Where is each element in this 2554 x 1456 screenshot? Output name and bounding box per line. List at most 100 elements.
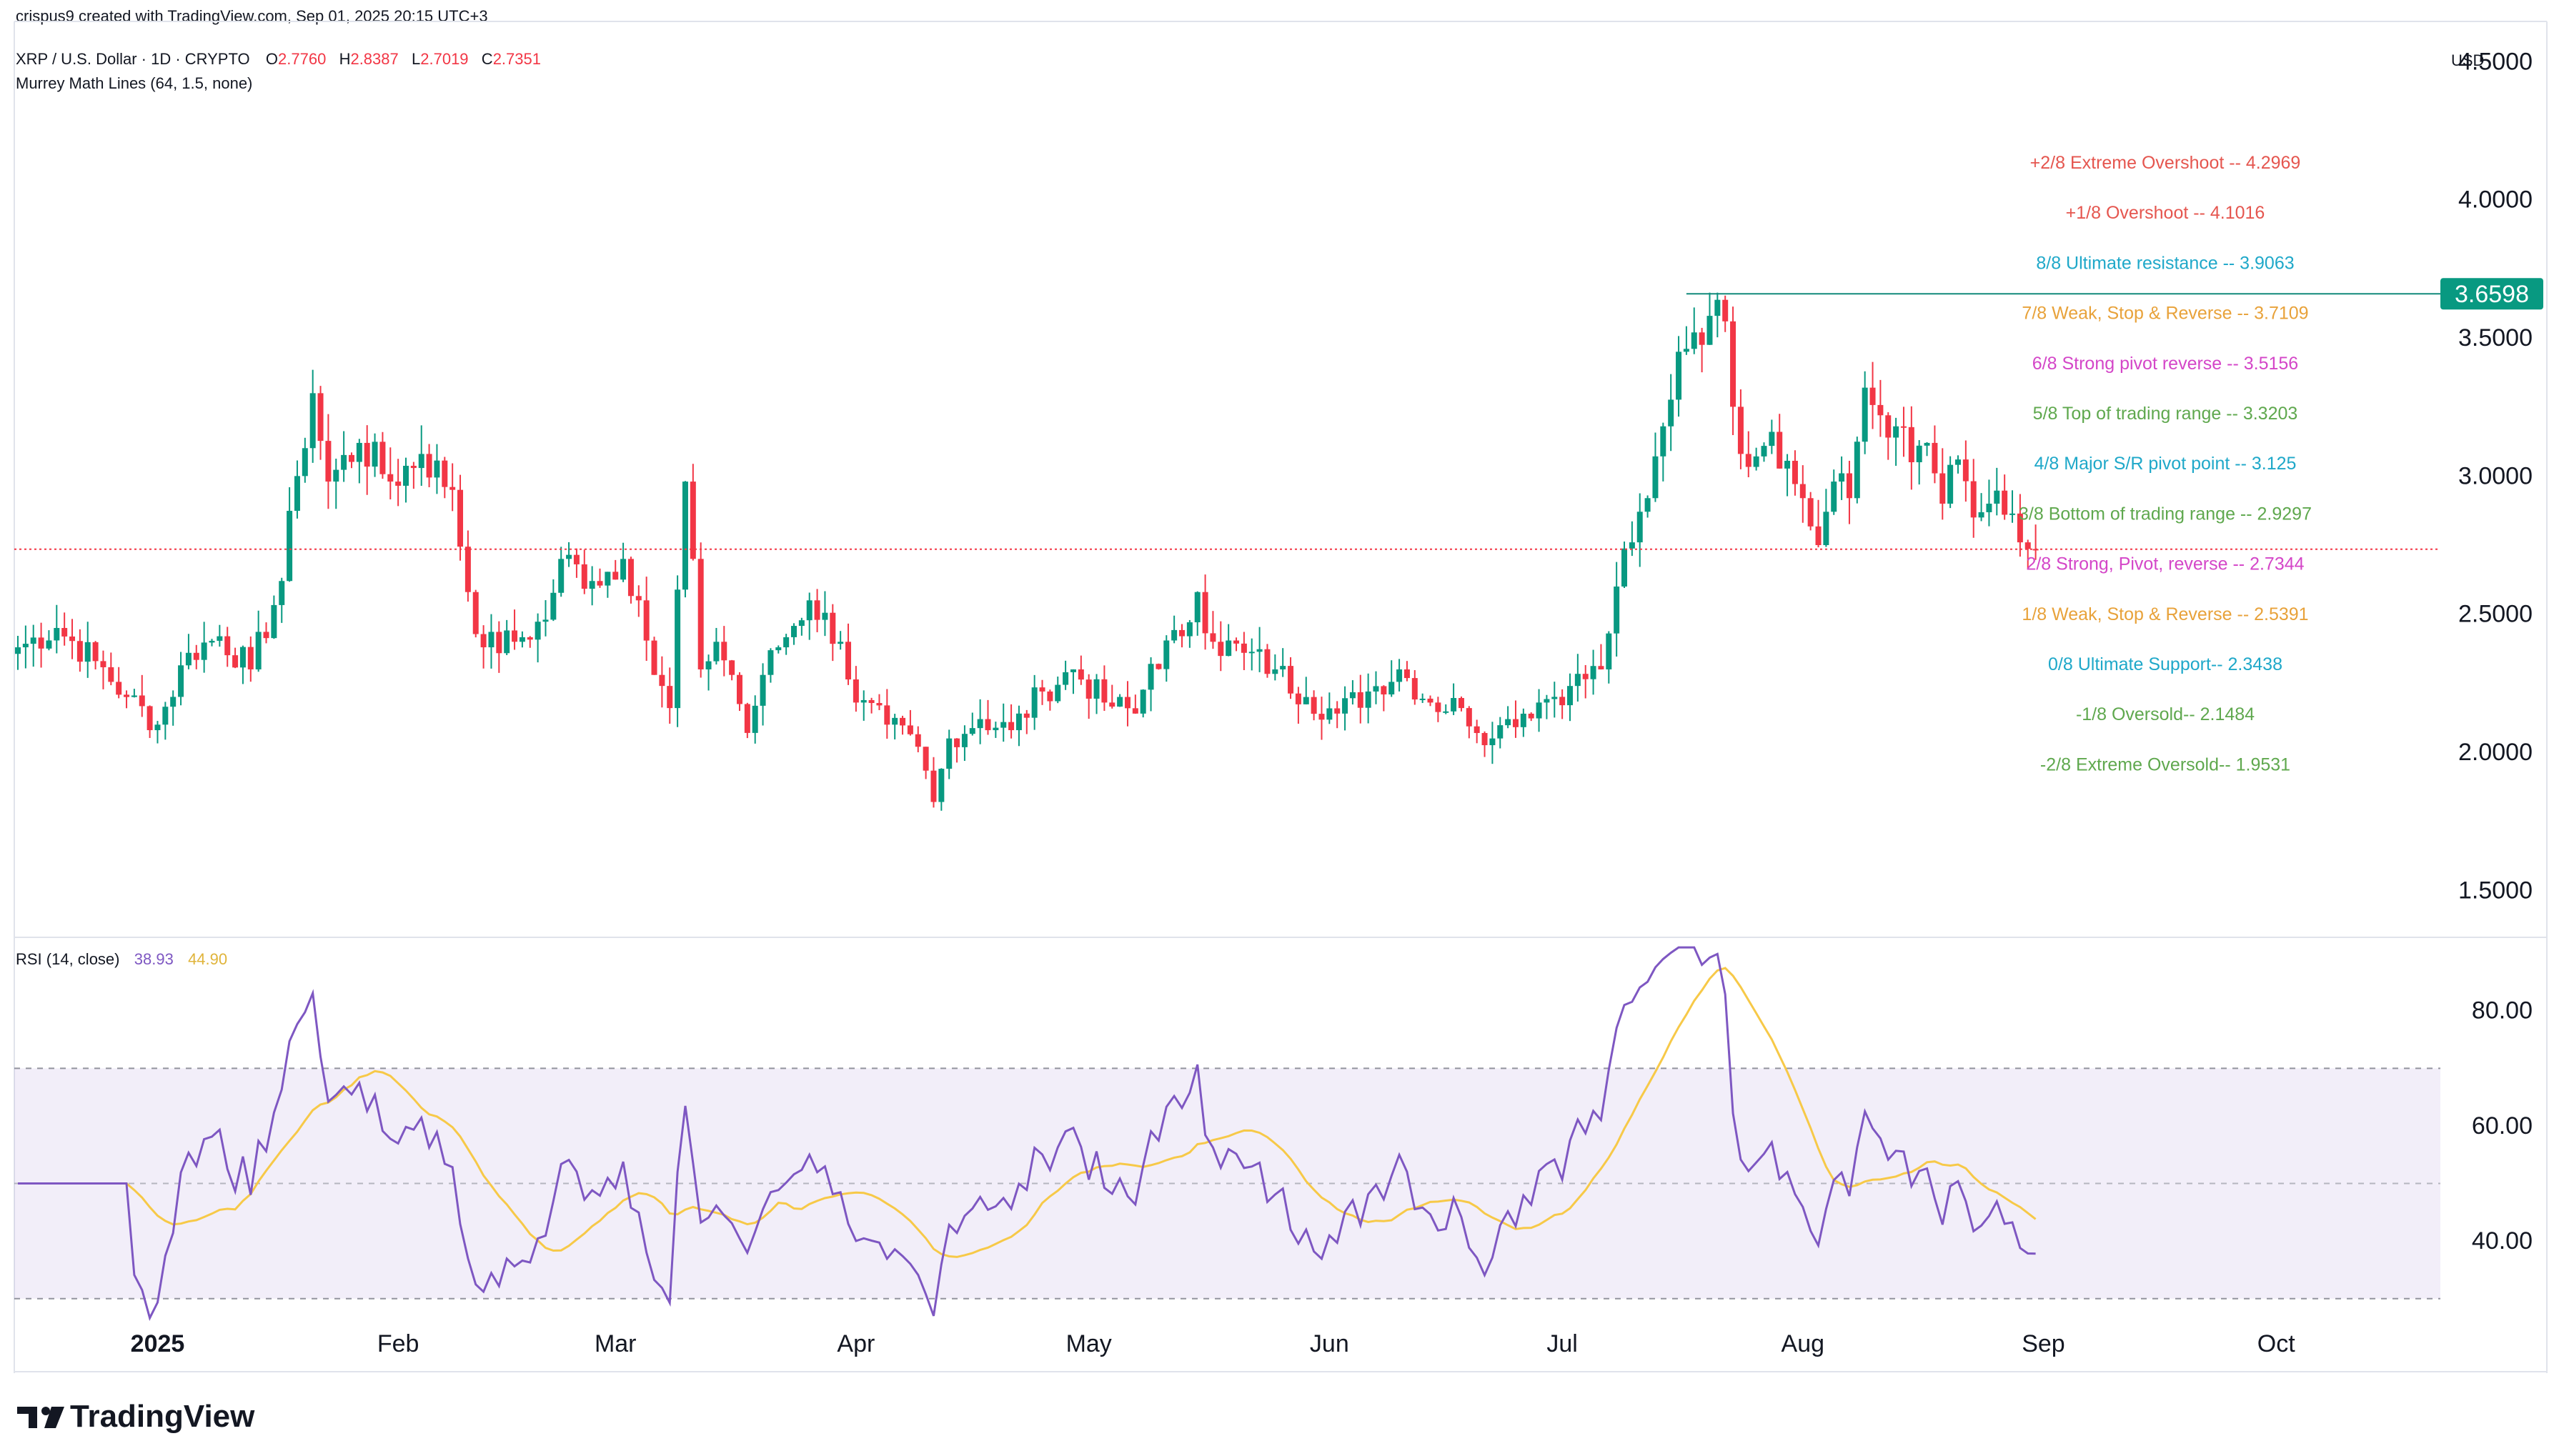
candle-body xyxy=(822,612,828,620)
currency-button[interactable]: USD xyxy=(2451,51,2485,69)
candle-body xyxy=(124,694,130,697)
candle-body xyxy=(1978,512,1984,518)
candle-body xyxy=(597,581,603,586)
candle-body xyxy=(348,454,354,462)
candle-body xyxy=(1264,649,1271,674)
time-tick-label: Feb xyxy=(377,1330,419,1357)
candle-body xyxy=(923,747,929,771)
candle-body xyxy=(239,647,246,668)
candle-body xyxy=(116,682,122,695)
candle-body xyxy=(61,627,68,637)
candle-body xyxy=(1256,649,1263,652)
candle-body xyxy=(480,634,487,648)
candle-body xyxy=(1109,702,1115,707)
candle-body xyxy=(985,719,991,731)
candle-body xyxy=(1962,459,1969,482)
candle-body xyxy=(1777,432,1783,469)
candle-body xyxy=(907,725,913,734)
candle-body xyxy=(651,640,657,675)
candle-body xyxy=(760,674,766,706)
candle-body xyxy=(1132,708,1138,714)
candle-body xyxy=(364,442,370,467)
candle-body xyxy=(1226,640,1232,657)
candle-body xyxy=(1411,678,1418,700)
candle-body xyxy=(108,667,114,682)
candle-body xyxy=(1156,664,1162,669)
candle-body xyxy=(581,564,587,589)
candle-body xyxy=(387,474,394,482)
candle-body xyxy=(1047,691,1053,702)
candle-body xyxy=(1342,698,1348,714)
murrey-line-label: +2/8 Extreme Overshoot -- 4.2969 xyxy=(2030,153,2301,173)
candle-body xyxy=(1202,592,1208,634)
candle-body xyxy=(830,612,836,644)
candle-body xyxy=(1272,669,1278,674)
candle-body xyxy=(1598,666,1604,669)
candle-body xyxy=(954,738,960,747)
candle-body xyxy=(1815,526,1822,545)
candle-body xyxy=(643,600,650,641)
candle-body xyxy=(1179,629,1185,637)
candle-body xyxy=(1396,669,1403,682)
candle-body xyxy=(209,640,215,643)
candle-body xyxy=(1451,698,1457,712)
time-tick-label: Sep xyxy=(2022,1330,2065,1357)
candle-body xyxy=(1388,682,1395,695)
candle-body xyxy=(1163,640,1170,669)
time-tick-label: Oct xyxy=(2257,1330,2295,1357)
candle-body xyxy=(1505,719,1511,726)
candle-body xyxy=(1939,473,1946,504)
candle-body xyxy=(1683,349,1689,352)
ohlc-open-label: O xyxy=(265,50,279,68)
candle-body xyxy=(1481,733,1488,746)
candle-body xyxy=(403,465,409,486)
candle-body xyxy=(1559,697,1566,706)
murrey-line-label: 6/8 Strong pivot reverse -- 3.5156 xyxy=(2032,354,2298,374)
candle-body xyxy=(1443,711,1449,713)
candle-body xyxy=(697,559,704,669)
murrey-line-label: -1/8 Oversold-- 2.1484 xyxy=(2076,704,2255,724)
murrey-line-label: 2/8 Strong, Pivot, reverse -- 2.7344 xyxy=(2026,554,2304,574)
candle-body xyxy=(92,642,99,662)
candle-body xyxy=(1900,426,1907,428)
candle-body xyxy=(372,442,378,467)
candle-body xyxy=(449,487,456,490)
candle-body xyxy=(969,728,975,734)
candle-body xyxy=(729,660,735,675)
candle-body xyxy=(1280,666,1286,669)
candle-body xyxy=(1722,299,1729,321)
candle-body xyxy=(620,559,627,580)
price-tick-label: 2.5000 xyxy=(2458,601,2533,628)
candle-body xyxy=(1055,684,1061,702)
price-tick-label: 3.0000 xyxy=(2458,462,2533,489)
candle-body xyxy=(1148,664,1154,690)
time-tick-label: May xyxy=(1066,1330,1112,1357)
candle-body xyxy=(527,637,533,640)
candle-body xyxy=(504,630,510,654)
candle-body xyxy=(1512,719,1519,727)
candle-body xyxy=(279,581,285,605)
candle-body xyxy=(1854,442,1860,499)
candle-body xyxy=(410,465,417,469)
price-tick-label: 3.5000 xyxy=(2458,324,2533,351)
candle-body xyxy=(1070,669,1076,672)
candle-body xyxy=(1737,407,1744,454)
time-tick-label: Jul xyxy=(1546,1330,1577,1357)
candle-body xyxy=(1381,686,1387,695)
candle-body xyxy=(131,695,137,697)
candle-body xyxy=(1730,321,1736,407)
candle-body xyxy=(1916,445,1922,463)
candle-body xyxy=(1326,708,1333,720)
candle-body xyxy=(2009,513,2016,515)
candle-body xyxy=(1846,473,1852,499)
candle-body xyxy=(1676,351,1682,400)
candle-body xyxy=(860,699,867,703)
candle-body xyxy=(1699,332,1705,345)
candle-body xyxy=(1186,622,1193,637)
candle-body xyxy=(1574,674,1581,687)
candle-body xyxy=(1093,679,1100,699)
rsi-header: RSI (14, close) 38.93 44.90 xyxy=(16,950,227,969)
candle-body xyxy=(915,734,921,747)
tradingview-logo[interactable]: TradingView xyxy=(16,1399,254,1435)
candle-body xyxy=(1194,592,1201,623)
